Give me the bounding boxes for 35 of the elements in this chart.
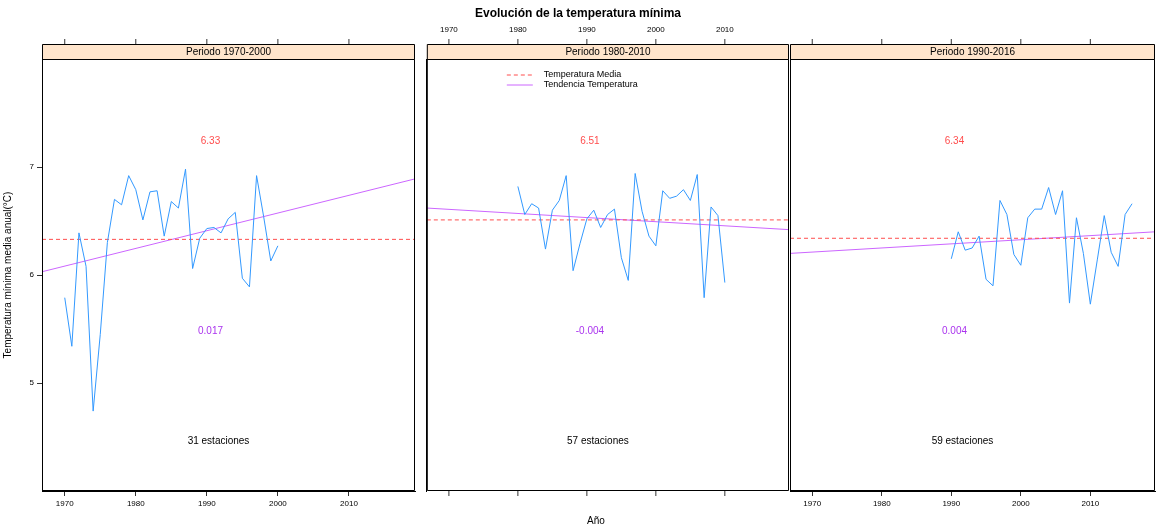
chart-subtitle: Periodo 1990-2016 <box>929 45 1016 57</box>
x-tick-label: 2000 <box>646 25 666 35</box>
x-tick-label: 1990 <box>942 499 961 508</box>
annotation: 0.017 <box>197 324 224 336</box>
x-tick-label: 1970 <box>55 499 75 508</box>
annotation: 57 estaciones <box>567 435 629 447</box>
annotation: 6.33 <box>200 134 221 146</box>
x-tick-label: 1980 <box>872 499 892 508</box>
y-tick-label: 6 <box>29 270 35 280</box>
x-tick-label: 2010 <box>1081 499 1100 508</box>
legend-label: Tendencia Temperatura <box>543 79 638 90</box>
y-tick-label: 7 <box>29 162 35 172</box>
annotation: 31 estaciones <box>187 435 250 447</box>
x-tick-label: 2000 <box>1011 499 1031 508</box>
x-tick-label: 2000 <box>268 499 288 508</box>
y-axis-title: Temperatura mínima media anual(°C) <box>1 191 13 359</box>
annotation: 6.51 <box>580 134 601 146</box>
chart-title: Evolución de la temperatura mínima <box>473 6 683 20</box>
annotation: 0.004 <box>941 324 968 336</box>
x-tick-label: 1990 <box>197 499 217 508</box>
x-tick-label: 2010 <box>715 25 735 35</box>
x-axis-title: Año <box>587 514 606 526</box>
x-tick-label: 2010 <box>340 499 359 508</box>
annotation: -0.004 <box>575 324 605 336</box>
annotation: 59 estaciones <box>931 435 994 447</box>
x-tick-label: 1990 <box>577 25 597 35</box>
chart-subtitle: Periodo 1970-2000 <box>185 45 272 57</box>
x-tick-label: 1970 <box>440 25 459 35</box>
x-tick-label: 1970 <box>803 499 822 508</box>
chart-subtitle: Periodo 1980-2010 <box>565 45 651 57</box>
legend-label: Temperatura Media <box>543 69 622 80</box>
annotation: 6.34 <box>944 134 965 146</box>
y-tick-label: 5 <box>29 378 35 388</box>
x-tick-label: 1980 <box>508 25 528 35</box>
x-tick-label: 1980 <box>126 499 146 508</box>
